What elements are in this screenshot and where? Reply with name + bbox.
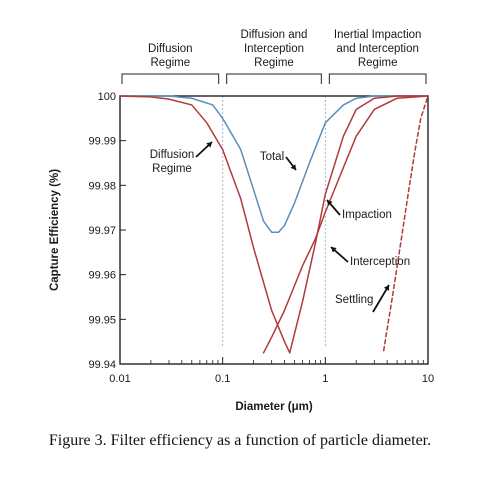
regime-bracket xyxy=(121,73,220,84)
efficiency-chart: 99.94 99.95 99.96 99.97 99.98 99.99 100 0.01 0.1… xyxy=(49,29,434,413)
series-line-impaction xyxy=(288,95,429,354)
regime-label: Diffusion Regime xyxy=(148,43,193,69)
series-line-diffusion xyxy=(119,95,291,354)
annotation-leader xyxy=(372,284,390,313)
annotation-arrowhead xyxy=(206,142,212,148)
annotation-label: Diffusion Regime xyxy=(150,149,195,175)
annotation-label: Impaction xyxy=(342,209,392,221)
x-tick-label: 1 xyxy=(322,373,328,385)
y-tick-label: 99.97 xyxy=(88,225,116,237)
x-tick-label: 0.01 xyxy=(109,373,130,385)
figure-caption: Figure 3. Filter efficiency as a functio… xyxy=(48,432,432,449)
plot-frame xyxy=(119,95,429,365)
y-tick-label: 99.98 xyxy=(88,180,116,192)
annotation-label: Interception xyxy=(350,256,410,268)
series-line-settling xyxy=(382,95,429,352)
annotation-label: Settling xyxy=(335,294,373,306)
regime-bracket xyxy=(328,73,427,84)
y-tick-label: 99.94 xyxy=(88,359,116,371)
y-axis-label: Capture Efficiency (%) xyxy=(49,169,61,291)
y-tick-label: 100 xyxy=(98,91,116,103)
annotation-arrowhead xyxy=(290,164,296,170)
annotation-arrowhead xyxy=(331,247,337,253)
regime-label: Inertial Impaction and Interception Regime xyxy=(334,29,422,69)
y-tick-label: 99.95 xyxy=(88,314,116,326)
regime-label: Diffusion and Interception Regime xyxy=(241,29,308,69)
annotation-label: Total xyxy=(260,151,284,163)
x-tick-label: 0.1 xyxy=(215,373,230,385)
annotation-arrowhead xyxy=(327,200,333,206)
x-tick-label: 10 xyxy=(422,373,434,385)
x-axis-label: Diameter (μm) xyxy=(235,401,313,413)
y-tick-label: 99.99 xyxy=(88,136,116,148)
annotation-arrowhead xyxy=(383,285,390,291)
series-line-total xyxy=(119,95,429,233)
regime-bracket xyxy=(226,73,322,84)
y-tick-label: 99.96 xyxy=(88,270,116,282)
series-line-interception xyxy=(262,95,429,354)
